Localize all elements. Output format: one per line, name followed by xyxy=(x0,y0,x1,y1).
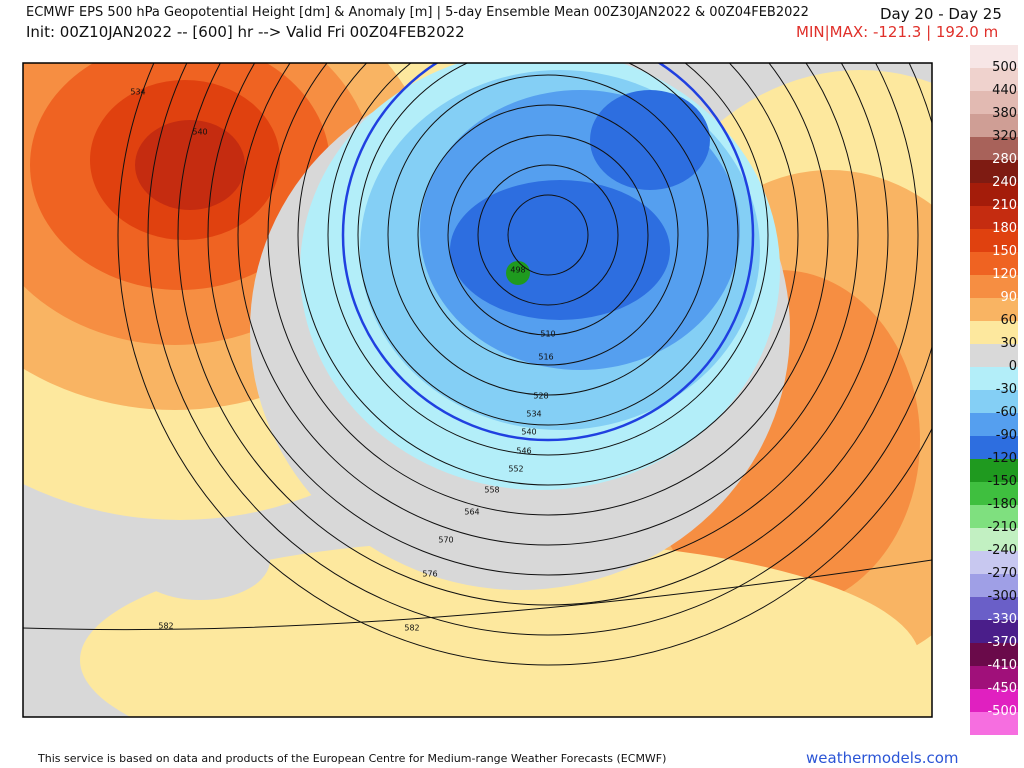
contour-label: 510 xyxy=(540,330,555,339)
colorbar-swatch xyxy=(970,91,1018,114)
anomaly-area xyxy=(130,520,270,600)
contour-label: 564 xyxy=(464,508,479,517)
contour-label: 546 xyxy=(516,447,531,456)
colorbar-label: 30 xyxy=(1000,336,1017,351)
colorbar-label: -240 xyxy=(987,543,1017,558)
credit: This service is based on data and produc… xyxy=(38,752,667,765)
colorbar-swatch xyxy=(970,344,1018,367)
colorbar-swatch xyxy=(970,643,1018,666)
contour-label: 534 xyxy=(526,410,541,419)
colorbar-swatch xyxy=(970,321,1018,344)
contour-label: 558 xyxy=(484,486,499,495)
contour-label: 516 xyxy=(538,353,553,362)
colorbar-swatch xyxy=(970,597,1018,620)
colorbar-swatch xyxy=(970,45,1018,68)
colorbar-label: 0 xyxy=(1009,359,1017,374)
map-frame xyxy=(22,62,933,718)
contour-label: 540 xyxy=(192,128,207,137)
colorbar-label: 320 xyxy=(992,129,1017,144)
day-range: Day 20 - Day 25 xyxy=(880,5,1002,23)
colorbar-label: -210 xyxy=(987,520,1017,535)
colorbar-label: -60 xyxy=(996,405,1017,420)
colorbar-label: 210 xyxy=(992,198,1017,213)
colorbar-label: 500 xyxy=(992,60,1017,75)
colorbar-label: -450 xyxy=(987,681,1017,696)
colorbar-label: 380 xyxy=(992,106,1017,121)
colorbar-swatch xyxy=(970,252,1018,275)
colorbar-swatch xyxy=(970,114,1018,137)
contours xyxy=(23,63,932,666)
colorbar-swatch xyxy=(970,620,1018,643)
colorbar-label: -300 xyxy=(987,589,1017,604)
colorbar-label: -180 xyxy=(987,497,1017,512)
colorbar-swatch xyxy=(970,229,1018,252)
contour-label: 528 xyxy=(533,392,548,401)
colorbar-swatch xyxy=(970,689,1018,712)
colorbar-label: 60 xyxy=(1000,313,1017,328)
contour-labels: 534 540 498 510 516 528 534 540 546 552 558 564 570 5… xyxy=(130,88,555,633)
colorbar-swatch xyxy=(970,551,1018,574)
colorbar: 500 440 380 320 280 240 210 180 150 120 90 60 30 0 -30… xyxy=(970,45,1018,735)
colorbar-label: -90 xyxy=(996,428,1017,443)
colorbar-label: 180 xyxy=(992,221,1017,236)
colorbar-swatch xyxy=(970,666,1018,689)
contour-label: 534 xyxy=(130,88,145,97)
colorbar-swatch xyxy=(970,459,1018,482)
contour-label: 570 xyxy=(438,536,453,545)
colorbar-swatch xyxy=(970,298,1018,321)
contour-label: 582 xyxy=(404,624,419,633)
colorbar-label: 90 xyxy=(1000,290,1017,305)
anomaly-area xyxy=(135,120,245,210)
title: ECMWF EPS 500 hPa Geopotential Height [d… xyxy=(26,5,809,20)
contour-label: 540 xyxy=(521,428,536,437)
colorbar-label: 120 xyxy=(992,267,1017,282)
contour-label: 576 xyxy=(422,570,437,579)
colorbar-swatch xyxy=(970,482,1018,505)
colorbar-swatch xyxy=(970,206,1018,229)
colorbar-swatch xyxy=(970,390,1018,413)
colorbar-label: -150 xyxy=(987,474,1017,489)
colorbar-swatch xyxy=(970,436,1018,459)
init-line: Init: 00Z10JAN2022 -- [600] hr --> Valid… xyxy=(26,23,465,41)
min-max: MIN|MAX: -121.3 | 192.0 m xyxy=(796,23,999,41)
colorbar-swatch xyxy=(970,528,1018,551)
contour-label: 498 xyxy=(510,266,525,275)
colorbar-label: 440 xyxy=(992,83,1017,98)
colorbar-label: 280 xyxy=(992,152,1017,167)
colorbar-label: -410 xyxy=(987,658,1017,673)
colorbar-swatch xyxy=(970,183,1018,206)
colorbar-label: -120 xyxy=(987,451,1017,466)
colorbar-label: -330 xyxy=(987,612,1017,627)
colorbar-swatch xyxy=(970,413,1018,436)
colorbar-swatch xyxy=(970,160,1018,183)
site-link[interactable]: weathermodels.com xyxy=(806,749,959,767)
colorbar-swatch xyxy=(970,505,1018,528)
anomaly-area xyxy=(450,180,670,320)
colorbar-swatch xyxy=(970,574,1018,597)
contour-label: 582 xyxy=(158,622,173,631)
colorbar-label: 150 xyxy=(992,244,1017,259)
colorbar-swatch xyxy=(970,367,1018,390)
colorbar-swatch xyxy=(970,68,1018,91)
colorbar-label: 240 xyxy=(992,175,1017,190)
540-line xyxy=(341,63,755,442)
colorbar-label: -270 xyxy=(987,566,1017,581)
colorbar-label: -30 xyxy=(996,382,1017,397)
colorbar-swatch xyxy=(970,712,1018,735)
colorbar-label: -370 xyxy=(987,635,1017,650)
contour-label: 552 xyxy=(508,465,523,474)
colorbar-swatch xyxy=(970,275,1018,298)
anomaly-area xyxy=(80,540,920,717)
colorbar-label: -500 xyxy=(987,704,1017,719)
anomaly-area xyxy=(590,90,710,190)
colorbar-swatch xyxy=(970,137,1018,160)
